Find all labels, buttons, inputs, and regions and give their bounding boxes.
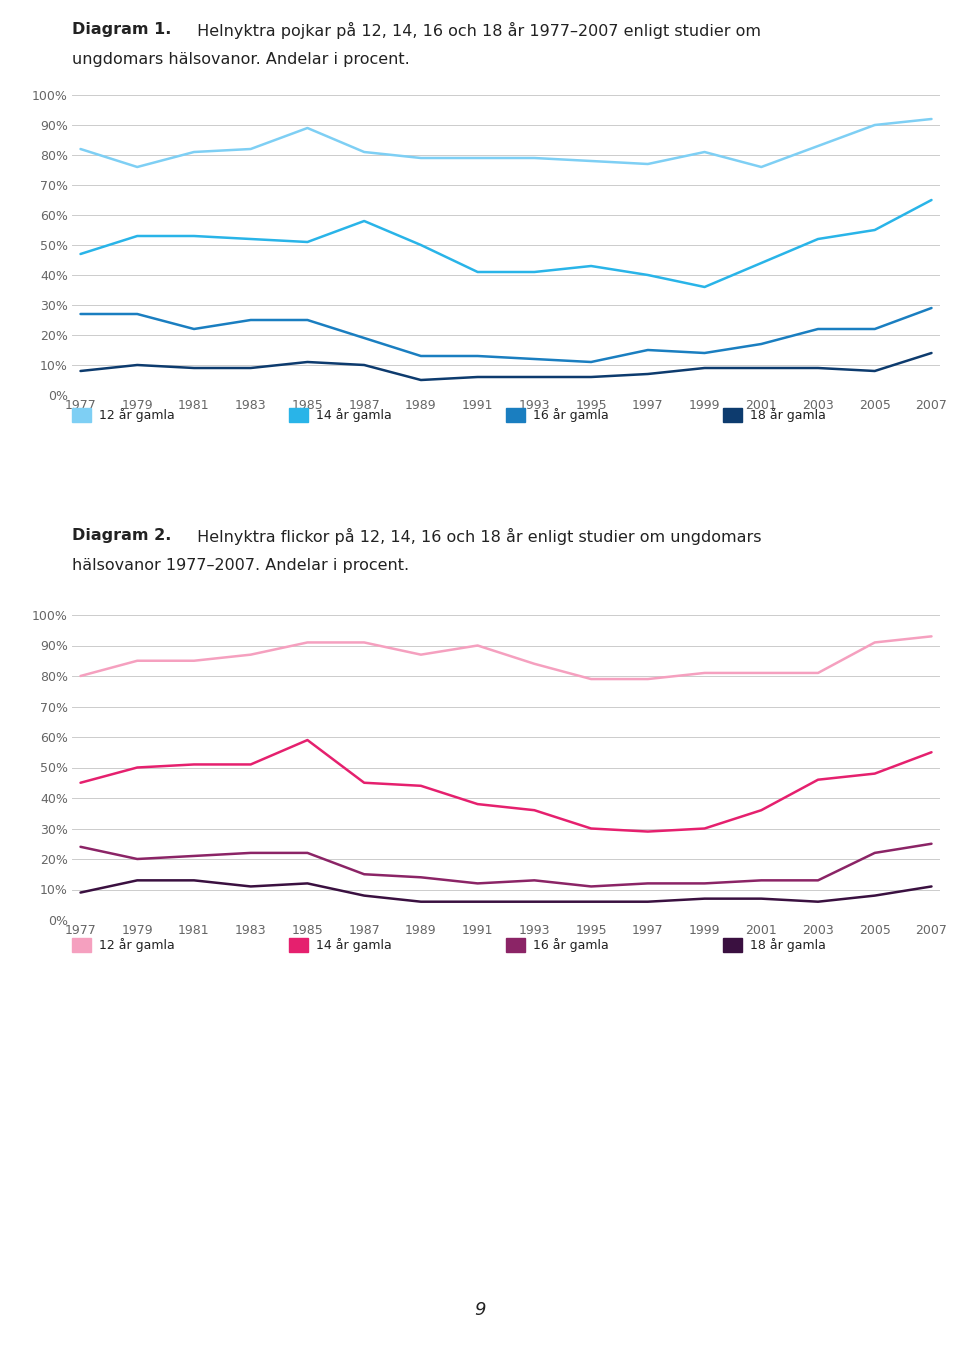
- Text: 16 år gamla: 16 år gamla: [533, 938, 609, 952]
- Text: hälsovanor 1977–2007. Andelar i procent.: hälsovanor 1977–2007. Andelar i procent.: [72, 558, 409, 572]
- Text: 12 år gamla: 12 år gamla: [99, 938, 175, 952]
- Text: 12 år gamla: 12 år gamla: [99, 408, 175, 422]
- Text: Helnyktra flickor på 12, 14, 16 och 18 år enligt studier om ungdomars: Helnyktra flickor på 12, 14, 16 och 18 å…: [192, 528, 761, 546]
- Text: 16 år gamla: 16 år gamla: [533, 408, 609, 422]
- Text: Helnyktra pojkar på 12, 14, 16 och 18 år 1977–2007 enligt studier om: Helnyktra pojkar på 12, 14, 16 och 18 år…: [192, 22, 761, 39]
- Text: Diagram 2.: Diagram 2.: [72, 528, 172, 543]
- Text: Diagram 1.: Diagram 1.: [72, 22, 172, 36]
- Text: 18 år gamla: 18 år gamla: [750, 408, 826, 422]
- Text: 14 år gamla: 14 år gamla: [316, 938, 392, 952]
- Text: ungdomars hälsovanor. Andelar i procent.: ungdomars hälsovanor. Andelar i procent.: [72, 53, 410, 67]
- Text: 9: 9: [474, 1301, 486, 1319]
- Text: 18 år gamla: 18 år gamla: [750, 938, 826, 952]
- Text: 14 år gamla: 14 år gamla: [316, 408, 392, 422]
